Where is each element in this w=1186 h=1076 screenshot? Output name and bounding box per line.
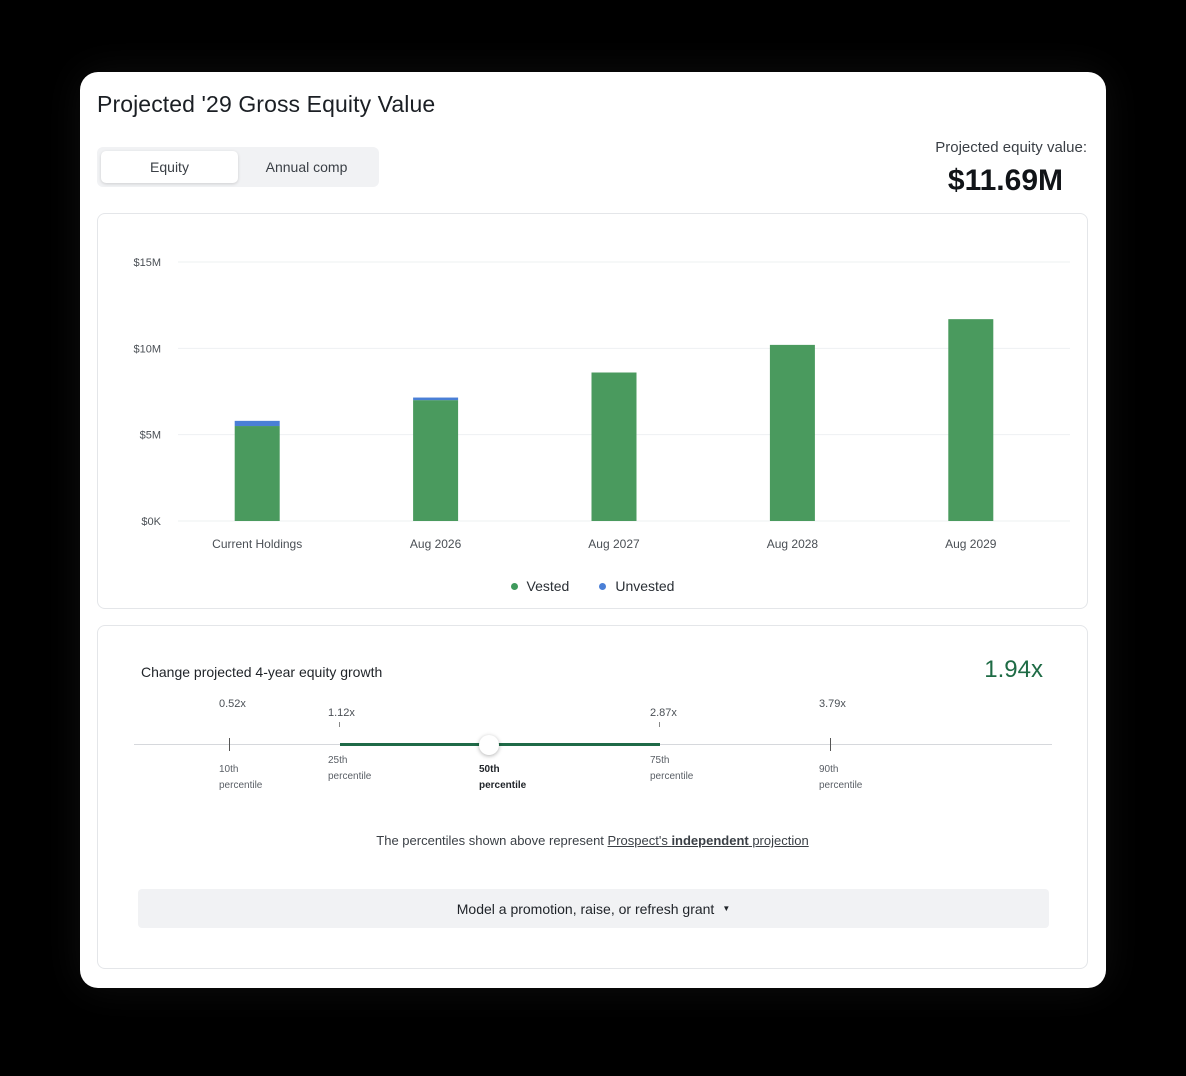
percentile-10-line2: percentile	[219, 780, 263, 791]
percentile-10-label: 10th percentile	[219, 762, 262, 794]
percentile-25-line1: 25th	[328, 755, 348, 766]
legend-label-vested: Vested	[526, 578, 570, 594]
percentile-75-line1: 75th	[650, 755, 670, 766]
slider-thumb[interactable]	[479, 735, 499, 755]
percentile-75-label: 75th percentile	[650, 753, 693, 785]
projection-link-part-b: independent	[671, 833, 749, 848]
x-tick-label: Aug 2028	[767, 537, 819, 551]
chart-panel: $0K $5M $10M $15M Current Holdings Aug 2026 Au…	[97, 213, 1088, 609]
bar-vested[interactable]	[413, 400, 459, 521]
percentile-90-value: 3.79x	[819, 698, 846, 710]
y-tick-label: $15M	[133, 257, 161, 269]
tick-90th	[830, 738, 831, 751]
percentile-50-label: 50th percentile	[479, 762, 526, 794]
tick-75th	[659, 722, 660, 727]
slider-range-fill	[340, 743, 660, 746]
growth-value: 1.94x	[984, 656, 1043, 683]
legend-label-unvested: Unvested	[615, 578, 675, 594]
percentile-75-value: 2.87x	[650, 707, 677, 719]
legend-item-unvested: Unvested	[599, 578, 674, 594]
projection-link[interactable]: Prospect's independent projection	[608, 833, 809, 848]
tick-10th	[229, 738, 230, 751]
model-grant-label: Model a promotion, raise, or refresh gra…	[456, 900, 715, 917]
equity-card: Projected '29 Gross Equity Value Equity …	[80, 72, 1106, 988]
percentile-25-label: 25th percentile	[328, 753, 371, 785]
chart-legend: Vested Unvested	[98, 578, 1087, 594]
equity-bar-chart: $0K $5M $10M $15M Current Holdings Aug 2026 Au…	[133, 257, 1070, 551]
view-toggle: Equity Annual comp	[97, 147, 379, 187]
percentile-note: The percentiles shown above represent Pr…	[98, 833, 1087, 848]
caret-down-icon: ▼	[722, 904, 731, 913]
percentile-10-value: 0.52x	[219, 698, 246, 710]
tab-equity[interactable]: Equity	[101, 151, 238, 183]
percentile-50-line2: percentile	[479, 780, 527, 791]
growth-panel: Change projected 4-year equity growth 1.…	[97, 625, 1088, 969]
percentile-90-label: 90th percentile	[819, 762, 862, 794]
x-tick-label: Aug 2026	[410, 537, 462, 551]
projected-value-label: Projected equity value:	[935, 139, 1087, 156]
percentile-10-line1: 10th	[219, 764, 239, 775]
percentile-90-line2: percentile	[819, 780, 863, 791]
model-grant-button[interactable]: Model a promotion, raise, or refresh gra…	[138, 889, 1049, 928]
vested-dot-icon	[510, 582, 518, 590]
bar-vested[interactable]	[234, 426, 280, 521]
bar-unvested[interactable]	[413, 397, 459, 401]
page-title: Projected '29 Gross Equity Value	[97, 91, 436, 117]
bar-vested[interactable]	[769, 344, 815, 521]
projection-link-part-a: Prospect's	[607, 833, 672, 848]
x-tick-label: Current Holdings	[212, 537, 302, 551]
tab-annual-comp[interactable]: Annual comp	[265, 159, 348, 175]
x-tick-label: Aug 2029	[945, 537, 997, 551]
growth-slider[interactable]: 0.52x 1.12x 2.87x 3.79x 10th percentile …	[98, 626, 1089, 806]
note-text: The percentiles shown above represent	[376, 833, 608, 848]
x-tick-label: Aug 2027	[588, 537, 640, 551]
projected-value: $11.69M	[947, 164, 1063, 197]
bar-vested[interactable]	[948, 319, 994, 521]
y-tick-label: $0K	[141, 516, 161, 528]
y-tick-label: $5M	[140, 430, 161, 442]
percentile-75-line2: percentile	[650, 771, 694, 782]
percentile-25-value: 1.12x	[328, 707, 355, 719]
projection-link-part-c: projection	[748, 833, 809, 848]
percentile-90-line1: 90th	[819, 764, 839, 775]
unvested-dot-icon	[599, 582, 607, 590]
growth-title: Change projected 4-year equity growth	[141, 664, 383, 680]
bar-vested[interactable]	[591, 372, 637, 521]
percentile-50-line1: 50th	[479, 764, 500, 775]
y-tick-label: $10M	[133, 343, 161, 355]
percentile-25-line2: percentile	[328, 771, 372, 782]
tick-25th	[339, 722, 340, 727]
legend-item-vested: Vested	[510, 578, 570, 594]
bar-unvested[interactable]	[234, 420, 280, 427]
